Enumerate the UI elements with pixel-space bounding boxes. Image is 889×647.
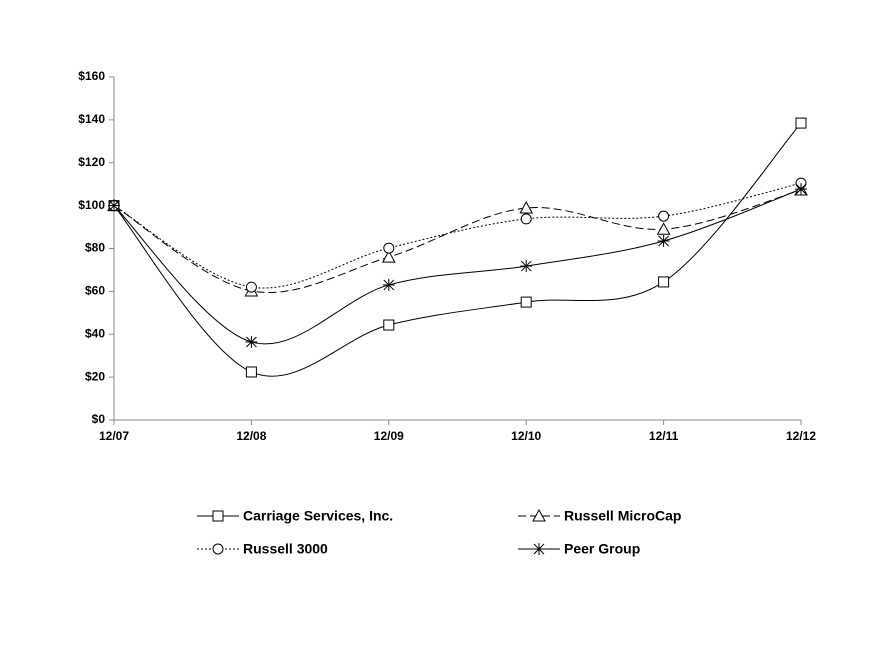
x-tick-label: 12/08 xyxy=(236,429,266,443)
marker xyxy=(658,210,670,222)
marker-shape xyxy=(245,366,257,378)
marker-shape xyxy=(656,222,671,235)
marker xyxy=(212,510,224,522)
x-tick-label: 12/07 xyxy=(99,429,129,443)
marker-shape xyxy=(795,117,807,129)
x-tick-label: 12/11 xyxy=(649,429,679,443)
marker-shape xyxy=(532,508,546,522)
marker xyxy=(795,117,807,129)
marker-shape xyxy=(245,281,257,293)
series-line xyxy=(113,182,802,289)
y-tick-label: $80 xyxy=(85,241,105,255)
marker xyxy=(383,242,395,254)
legend-label: Russell MicroCap xyxy=(564,508,681,524)
legend-label: Carriage Services, Inc. xyxy=(243,508,393,524)
y-tick-label: $20 xyxy=(85,369,105,383)
y-tick-label: $160 xyxy=(78,69,105,83)
marker-shape xyxy=(383,319,395,331)
marker xyxy=(657,234,670,247)
legend-item: Russell 3000 xyxy=(197,541,328,557)
marker-shape xyxy=(520,213,532,225)
marker xyxy=(383,319,395,331)
y-tick-label: $60 xyxy=(85,284,105,298)
marker xyxy=(212,543,224,555)
marker xyxy=(656,222,671,235)
marker xyxy=(520,260,533,273)
marker xyxy=(795,183,807,196)
marker-shape xyxy=(383,279,395,291)
legend-item: Peer Group xyxy=(518,541,640,557)
legend-label: Russell 3000 xyxy=(243,541,328,557)
x-tick-label: 12/10 xyxy=(511,429,541,443)
marker xyxy=(245,335,258,348)
marker xyxy=(520,296,532,308)
marker-shape xyxy=(533,543,545,555)
marker-shape xyxy=(658,210,670,222)
y-tick-label: $140 xyxy=(78,112,105,126)
legend-label: Peer Group xyxy=(564,541,640,557)
marker xyxy=(533,543,545,555)
y-tick-label: $0 xyxy=(92,412,106,426)
marker-shape xyxy=(658,235,669,247)
series-line xyxy=(113,122,802,377)
marker xyxy=(532,508,546,522)
x-tick-label: 12/09 xyxy=(374,429,404,443)
marker xyxy=(245,366,257,378)
marker xyxy=(382,278,395,291)
marker-shape xyxy=(246,336,257,348)
marker xyxy=(658,276,670,288)
x-tick-label: 12/12 xyxy=(786,429,816,443)
marker-shape xyxy=(520,296,532,308)
marker-shape xyxy=(520,260,532,272)
marker xyxy=(519,200,534,214)
marker xyxy=(108,199,120,212)
series-line xyxy=(113,188,802,345)
legend-item: Carriage Services, Inc. xyxy=(197,508,393,524)
y-tick-label: $120 xyxy=(78,155,105,169)
marker-shape xyxy=(795,183,807,195)
series-line xyxy=(113,189,802,293)
marker-shape xyxy=(108,200,120,211)
marker xyxy=(245,281,257,293)
marker-shape xyxy=(519,200,534,214)
legend-item: Russell MicroCap xyxy=(518,508,681,524)
marker-shape xyxy=(381,250,396,263)
marker-shape xyxy=(658,276,670,288)
y-tick-label: $100 xyxy=(78,198,105,212)
marker xyxy=(381,250,396,263)
marker-shape xyxy=(212,543,224,555)
marker-shape xyxy=(212,510,224,522)
marker xyxy=(520,213,532,225)
marker-shape xyxy=(383,242,395,254)
y-tick-label: $40 xyxy=(85,326,105,340)
